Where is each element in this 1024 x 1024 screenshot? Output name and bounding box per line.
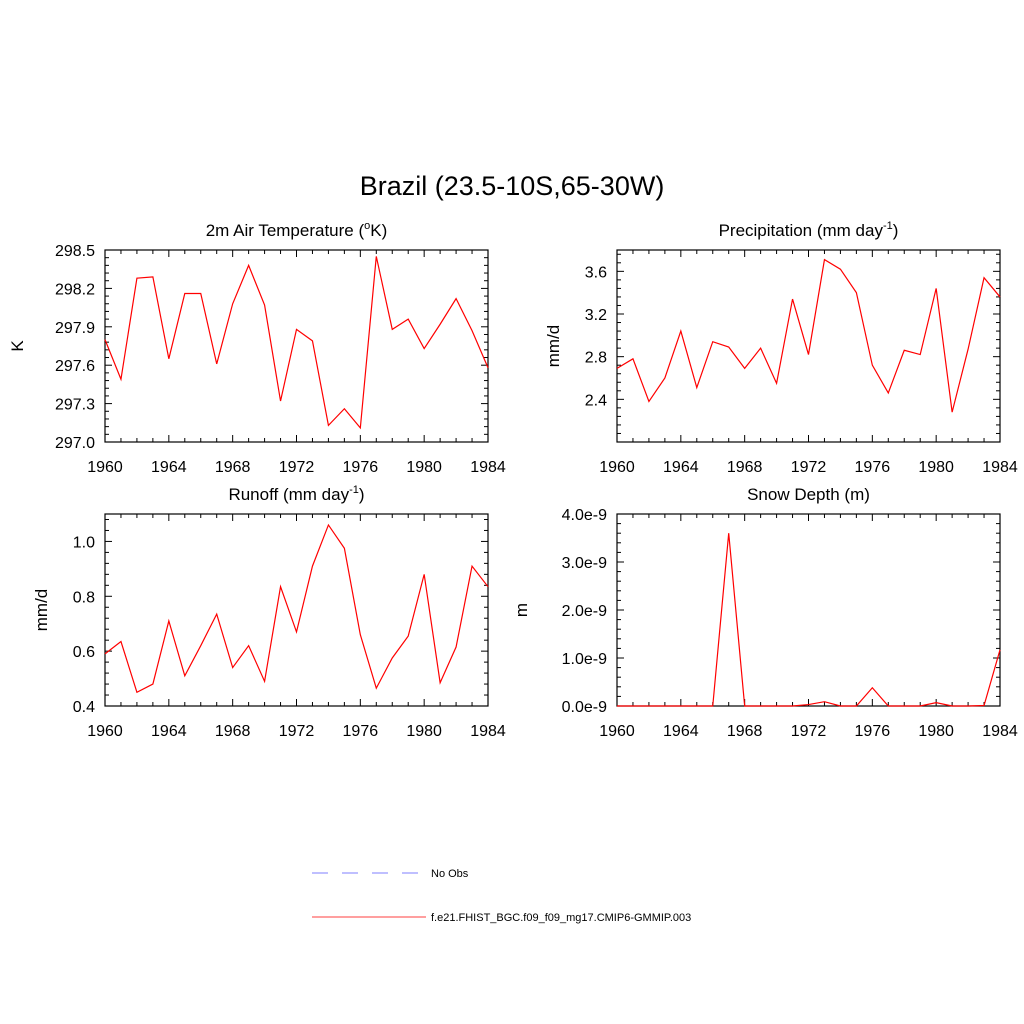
y-tick-label: 3.6 [585,264,607,281]
x-tick-label: 1960 [87,723,123,740]
y-tick-label: 0.4 [73,699,95,716]
plot-frame [104,513,489,707]
x-tick-label: 1968 [727,459,763,476]
x-tick-label: 1968 [215,723,251,740]
x-tick-label: 1964 [663,459,699,476]
y-tick-label: 297.3 [55,397,95,414]
figure-title: Brazil (23.5-10S,65-30W) [360,171,665,201]
y-tick-label: 2.4 [585,392,607,409]
x-tick-label: 1976 [855,459,891,476]
panel-2: 1960 1964 1968 1972 1976 1980 1984 2.4 2.8 3.2 3.6… [544,220,1018,476]
panel-title: Precipitation (mm day-1) [719,220,899,240]
panel-title: Snow Depth (m) [747,485,870,504]
x-tick-label: 1984 [982,723,1018,740]
y-tick-label: 298.2 [55,281,95,298]
x-tick-label: 1972 [791,723,827,740]
panel-4: 1960 1964 1968 1972 1976 1980 1984 0.0e-9 1.0e-9… [512,485,1018,740]
y-tick-label: 3.2 [585,307,607,324]
x-tick-label: 1968 [215,459,251,476]
x-tick-label: 1984 [470,459,506,476]
y-tick-label: 1.0e-9 [562,651,607,668]
plot-frame [104,249,489,443]
x-tick-label: 1976 [343,723,379,740]
y-tick-label: 4.0e-9 [562,507,607,524]
x-tick-label: 1984 [470,723,506,740]
x-tick-label: 1980 [918,723,954,740]
x-tick-label: 1968 [727,723,763,740]
panel-title: 2m Air Temperature (oK) [206,220,388,240]
x-tick-label: 1980 [918,459,954,476]
panel-title: Runoff (mm day-1) [228,484,364,504]
y-axis-label: mm/d [544,325,563,368]
series-line [617,533,1001,707]
x-tick-label: 1960 [599,723,635,740]
panel-3: 1960 1964 1968 1972 1976 1980 1984 0.4 0.6 0.8 1.0… [32,484,506,740]
x-tick-label: 1984 [982,459,1018,476]
y-tick-label: 0.0e-9 [562,699,607,716]
x-tick-label: 1976 [343,459,379,476]
legend: No Obs f.e21.FHIST_BGC.f09_f09_mg17.CMIP… [312,868,691,924]
x-tick-label: 1972 [279,723,315,740]
legend-obs-label: No Obs [431,868,469,880]
x-tick-label: 1972 [279,459,315,476]
y-tick-label: 3.0e-9 [562,555,607,572]
y-tick-label: 0.6 [73,644,95,661]
y-tick-label: 0.8 [73,589,95,606]
y-tick-label: 2.0e-9 [562,603,607,620]
x-tick-label: 1960 [87,459,123,476]
x-tick-label: 1964 [151,459,187,476]
y-tick-label: 297.0 [55,435,95,452]
series-line [104,523,489,694]
y-axis-label: K [8,340,27,352]
y-tick-label: 297.9 [55,320,95,337]
plots-group: 1960 1964 1968 1972 1976 1980 1984 297.0 297.3 29… [8,220,1018,740]
y-tick-label: 298.5 [55,243,95,260]
y-axis-label: mm/d [32,589,51,632]
legend-model-label: f.e21.FHIST_BGC.f09_f09_mg17.CMIP6-GMMIP… [431,912,691,924]
y-tick-label: 1.0 [73,534,95,551]
x-tick-label: 1960 [599,459,635,476]
y-tick-label: 2.8 [585,350,607,367]
plot-frame [616,513,1001,707]
y-axis-label: m [512,603,531,617]
series-line [616,258,1001,413]
panel-1: 1960 1964 1968 1972 1976 1980 1984 297.0 297.3 29… [8,220,506,476]
plot-frame [616,249,1001,443]
x-tick-label: 1972 [791,459,827,476]
y-tick-label: 297.6 [55,358,95,375]
x-tick-label: 1980 [406,723,442,740]
x-tick-label: 1976 [855,723,891,740]
series-line [104,256,489,430]
x-tick-label: 1980 [406,459,442,476]
x-tick-label: 1964 [151,723,187,740]
x-tick-label: 1964 [663,723,699,740]
